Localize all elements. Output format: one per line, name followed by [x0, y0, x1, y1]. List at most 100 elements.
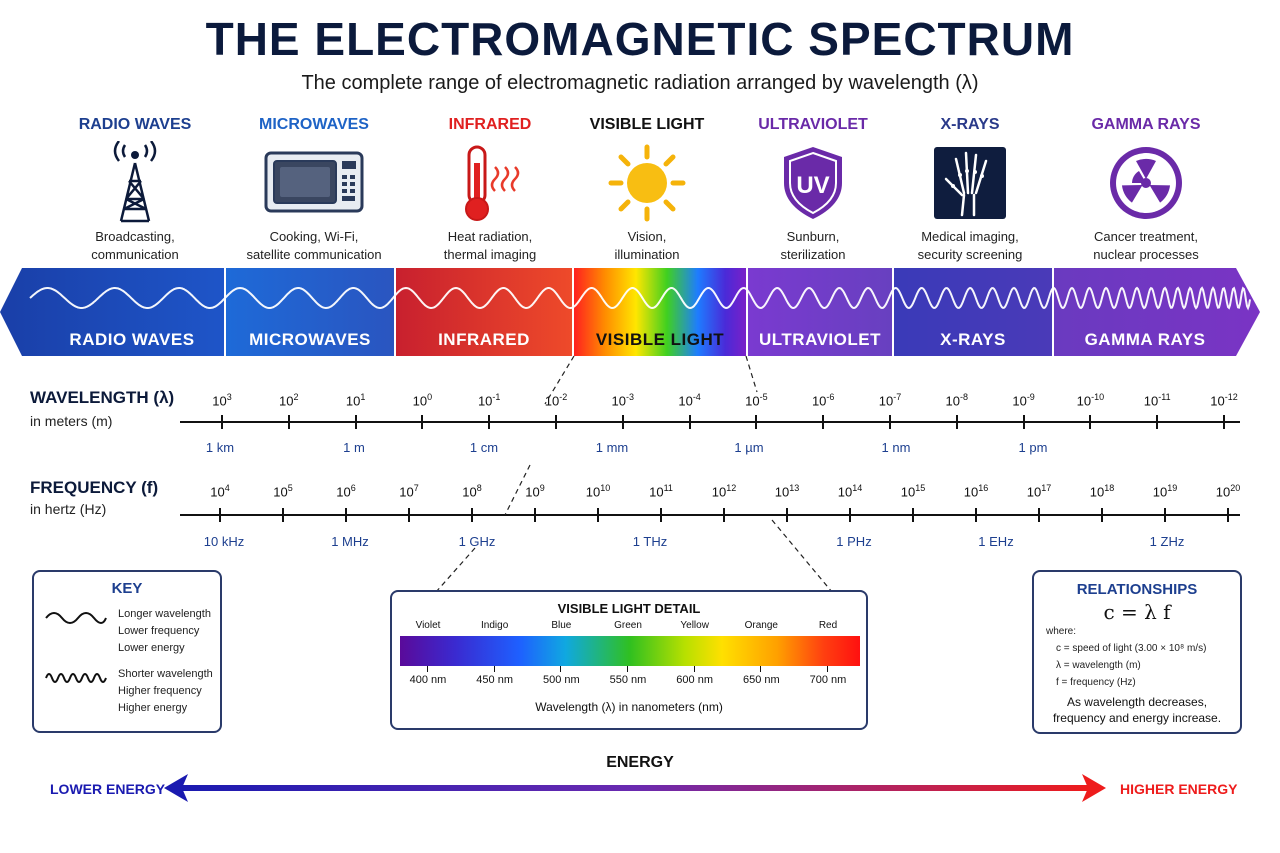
wavelength-unit-label: 1 km	[205, 440, 235, 455]
wavelength-axis-subtitle: in meters (m)	[30, 413, 113, 429]
category-use: Heat radiation,	[447, 229, 533, 244]
visible-color-label: Violet	[415, 620, 441, 631]
wavelength-tick	[1156, 415, 1159, 429]
wavelength-unit-label: 1 mm	[595, 440, 629, 455]
visible-nm-label: 600 nm	[676, 674, 713, 686]
visible-tick	[693, 666, 695, 672]
relationships-box: RELATIONSHIPS c = λ f where: c = speed o…	[1032, 570, 1242, 734]
wavelength-tick-label: 10-9	[1012, 392, 1035, 409]
wavelength-tick	[621, 415, 624, 429]
category-visible-light: VISIBLE LIGHT Vision, illumination	[557, 116, 737, 264]
wavelength-tick-label: 103	[212, 392, 232, 409]
wavelength-tick	[221, 415, 223, 429]
visible-nm-label: 550 nm	[609, 674, 647, 686]
wavelength-tick-label: 10-8	[945, 392, 969, 409]
wavelength-tick	[889, 415, 891, 429]
higher-energy-label: HIGHER ENERGY	[1120, 781, 1238, 797]
category-name: GAMMA RAYS	[1091, 116, 1201, 133]
wavelength-tick	[1022, 415, 1025, 429]
wavelength-axis-line	[180, 421, 1240, 423]
frequency-axis-line	[180, 514, 1240, 516]
wavelength-tick-label: 101	[345, 392, 366, 409]
category-infrared: INFRARED Heat radiation, thermal imaging	[400, 116, 580, 264]
visible-color-label: Orange	[744, 620, 778, 631]
frequency-tick-label: 1017	[1026, 483, 1052, 500]
wavelength-unit-label: 1 nm	[881, 440, 911, 455]
frequency-tick	[975, 508, 977, 522]
frequency-tick	[408, 508, 410, 522]
wavelength-tick-label: 10-4	[678, 392, 701, 409]
key-short-lines: Shorter wavelength Higher frequency Higher…	[118, 668, 213, 714]
band-label: INFRARED	[438, 330, 530, 349]
wavelength-tick-label: 10-1	[477, 392, 501, 409]
relationships-title: RELATIONSHIPS	[1076, 581, 1198, 598]
frequency-tick	[597, 508, 599, 522]
lower-energy-label: LOWER ENERGY	[50, 781, 166, 797]
frequency-tick-label: 1020	[1215, 483, 1241, 500]
category-use: Sunburn,	[786, 229, 840, 244]
frequency-unit-label: 1 THz	[632, 534, 668, 549]
frequency-tick-label: 108	[462, 483, 482, 500]
key-long-lines: Longer wavelength Lower frequency Lower en…	[118, 608, 211, 654]
band-label: RADIO WAVES	[69, 330, 195, 349]
category-use: Broadcasting,	[95, 229, 175, 244]
thermometer-icon	[400, 138, 580, 228]
category-use: sterilization	[780, 247, 846, 262]
wavelength-tick	[1089, 415, 1092, 429]
frequency-tick-label: 106	[336, 483, 356, 500]
category-name: ULTRAVIOLET	[758, 116, 868, 133]
visible-nm-label: 400 nm	[409, 674, 447, 686]
visible-tick	[427, 666, 428, 672]
frequency-tick	[723, 508, 725, 522]
category-use: illumination	[614, 247, 680, 262]
frequency-tick	[912, 508, 914, 522]
radio-tower-icon	[45, 138, 225, 228]
visible-nm-label: 700 nm	[809, 674, 847, 686]
frequency-tick-label: 107	[399, 483, 419, 500]
frequency-tick	[1227, 508, 1229, 522]
category-use: Vision,	[627, 229, 667, 244]
wavelength-unit-label: 1 µm	[734, 440, 764, 455]
visible-tick	[560, 666, 562, 672]
frequency-tick-label: 105	[273, 483, 293, 500]
band-microwaves	[226, 268, 394, 356]
frequency-axis-title: FREQUENCY (f)	[30, 478, 159, 497]
frequency-tick-label: 109	[525, 483, 545, 500]
category-use: Cooking, Wi-Fi,	[269, 229, 359, 244]
visible-nm-label: 650 nm	[742, 674, 780, 686]
visible-color-label: Indigo	[481, 620, 509, 631]
wavelength-unit-label: 1 pm	[1018, 440, 1048, 455]
category-gamma-rays: GAMMA RAYS Cancer treatment, nuclear pro…	[1056, 116, 1236, 264]
frequency-unit-label: 1 PHz	[836, 534, 872, 549]
category-use: nuclear processes	[1093, 247, 1199, 262]
frequency-tick	[660, 508, 662, 522]
visible-color-label: Yellow	[680, 620, 709, 631]
frequency-tick	[534, 508, 536, 522]
sun-icon	[557, 138, 737, 228]
where-label: where:	[1046, 626, 1077, 637]
frequency-unit-label: 1 GHz	[458, 534, 496, 549]
wavelength-unit-label: 1 m	[343, 440, 365, 455]
frequency-tick-label: 1013	[774, 483, 800, 500]
wavelength-tick	[287, 415, 290, 429]
frequency-tick-label: 1019	[1152, 483, 1178, 500]
formula: c = λ f	[1103, 600, 1171, 624]
band-label: ULTRAVIOLET	[759, 330, 881, 349]
page-subtitle: The complete range of electromagnetic ra…	[301, 72, 979, 94]
category-use: thermal imaging	[443, 247, 537, 262]
microwave-oven-icon	[224, 138, 404, 228]
frequency-tick-label: 1016	[963, 483, 989, 500]
visible-detail-title: VISIBLE LIGHT DETAIL	[557, 601, 701, 616]
wavelength-tick	[488, 415, 491, 429]
band-visible-light	[574, 268, 746, 356]
frequency-tick-label: 1014	[837, 483, 863, 500]
category-name: MICROWAVES	[259, 116, 369, 133]
visible-color-label: Green	[614, 620, 642, 631]
wavelength-tick-label: 10-5	[745, 392, 768, 409]
frequency-tick-label: 1010	[585, 483, 611, 500]
visible-tick	[827, 666, 828, 672]
relationship-defs: c = speed of light (3.00 × 10⁸ m/s) λ = w…	[1056, 643, 1207, 688]
wavelength-tick	[421, 415, 424, 429]
wavelength-tick	[1223, 415, 1225, 429]
